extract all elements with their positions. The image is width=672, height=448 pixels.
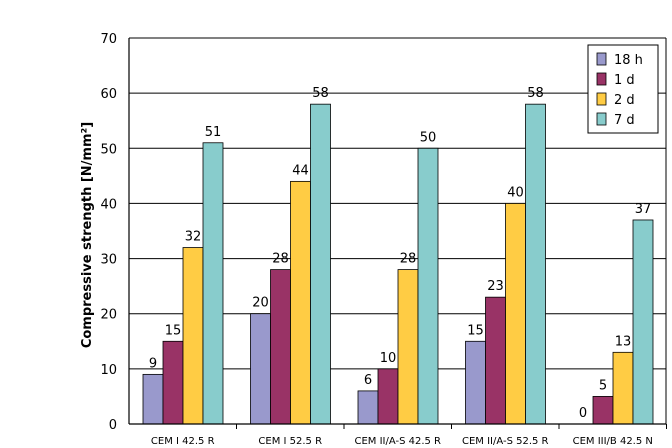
legend: 18 h 1 d 2 d 7 d — [587, 44, 659, 134]
x-category-label: CEM II/A-S 42.5 R — [354, 436, 441, 447]
y-tick-label: 0 — [109, 418, 117, 433]
data-label: 58 — [527, 86, 544, 101]
bar — [162, 340, 184, 425]
data-label: 50 — [420, 130, 437, 145]
y-tick-label: 50 — [100, 142, 117, 157]
data-label: 15 — [165, 323, 182, 338]
y-tick-label: 10 — [100, 363, 117, 378]
data-label: 28 — [400, 252, 417, 267]
bar — [632, 219, 654, 425]
data-label: 51 — [205, 125, 222, 140]
data-label: 9 — [149, 356, 157, 371]
data-label: 5 — [599, 378, 607, 393]
data-label: 20 — [252, 296, 269, 311]
data-label: 58 — [312, 86, 329, 101]
bar — [202, 142, 224, 425]
x-category-label: CEM II/A-S 52.5 R — [462, 436, 549, 447]
data-label: 0 — [579, 406, 587, 421]
bar — [182, 247, 204, 425]
bar — [505, 203, 526, 425]
legend-label: 7 d — [614, 113, 635, 128]
bar — [290, 180, 311, 425]
y-axis-label: Compressive strength [N/mm²] — [80, 122, 95, 348]
data-label: 28 — [272, 252, 289, 267]
data-label: 23 — [487, 279, 504, 294]
data-label: 37 — [635, 202, 652, 217]
bar — [612, 351, 634, 425]
bar — [310, 103, 331, 425]
legend-swatch — [596, 52, 607, 66]
bar — [397, 269, 419, 425]
y-tick-label: 60 — [100, 87, 117, 102]
x-category-label: CEM I 52.5 R — [258, 436, 322, 447]
x-category-label: CEM I 42.5 R — [151, 436, 215, 447]
legend-label: 1 d — [614, 73, 635, 88]
data-label: 44 — [292, 163, 309, 178]
bar — [250, 313, 271, 425]
data-label: 15 — [467, 323, 484, 338]
legend-label: 2 d — [614, 93, 635, 108]
data-label: 13 — [615, 334, 632, 349]
bar — [592, 396, 614, 425]
bar — [485, 296, 506, 425]
data-labels: 9 15 32 51 20 28 44 58 6 10 28 50 15 23 40 58 05 13 37 — [149, 86, 651, 421]
y-tick-label: 30 — [100, 253, 117, 268]
legend-swatch — [596, 112, 607, 126]
bar — [270, 269, 291, 425]
legend-swatch — [596, 92, 607, 106]
data-label: 6 — [364, 373, 372, 388]
x-category-label: CEM III/B 42.5 N — [573, 436, 653, 447]
data-label: 10 — [380, 351, 397, 366]
bar — [417, 147, 439, 425]
legend-swatch — [596, 72, 607, 86]
bars — [142, 103, 654, 425]
y-tick-label: 40 — [100, 197, 117, 212]
y-tick-label: 70 — [100, 32, 117, 47]
bar — [142, 373, 164, 425]
bar — [357, 390, 379, 425]
bar — [465, 340, 486, 425]
bar — [525, 103, 546, 425]
y-tick-label: 20 — [100, 308, 117, 323]
legend-label: 18 h — [614, 53, 643, 68]
data-label: 40 — [507, 185, 524, 200]
data-label: 32 — [185, 230, 202, 245]
bar — [377, 368, 399, 425]
